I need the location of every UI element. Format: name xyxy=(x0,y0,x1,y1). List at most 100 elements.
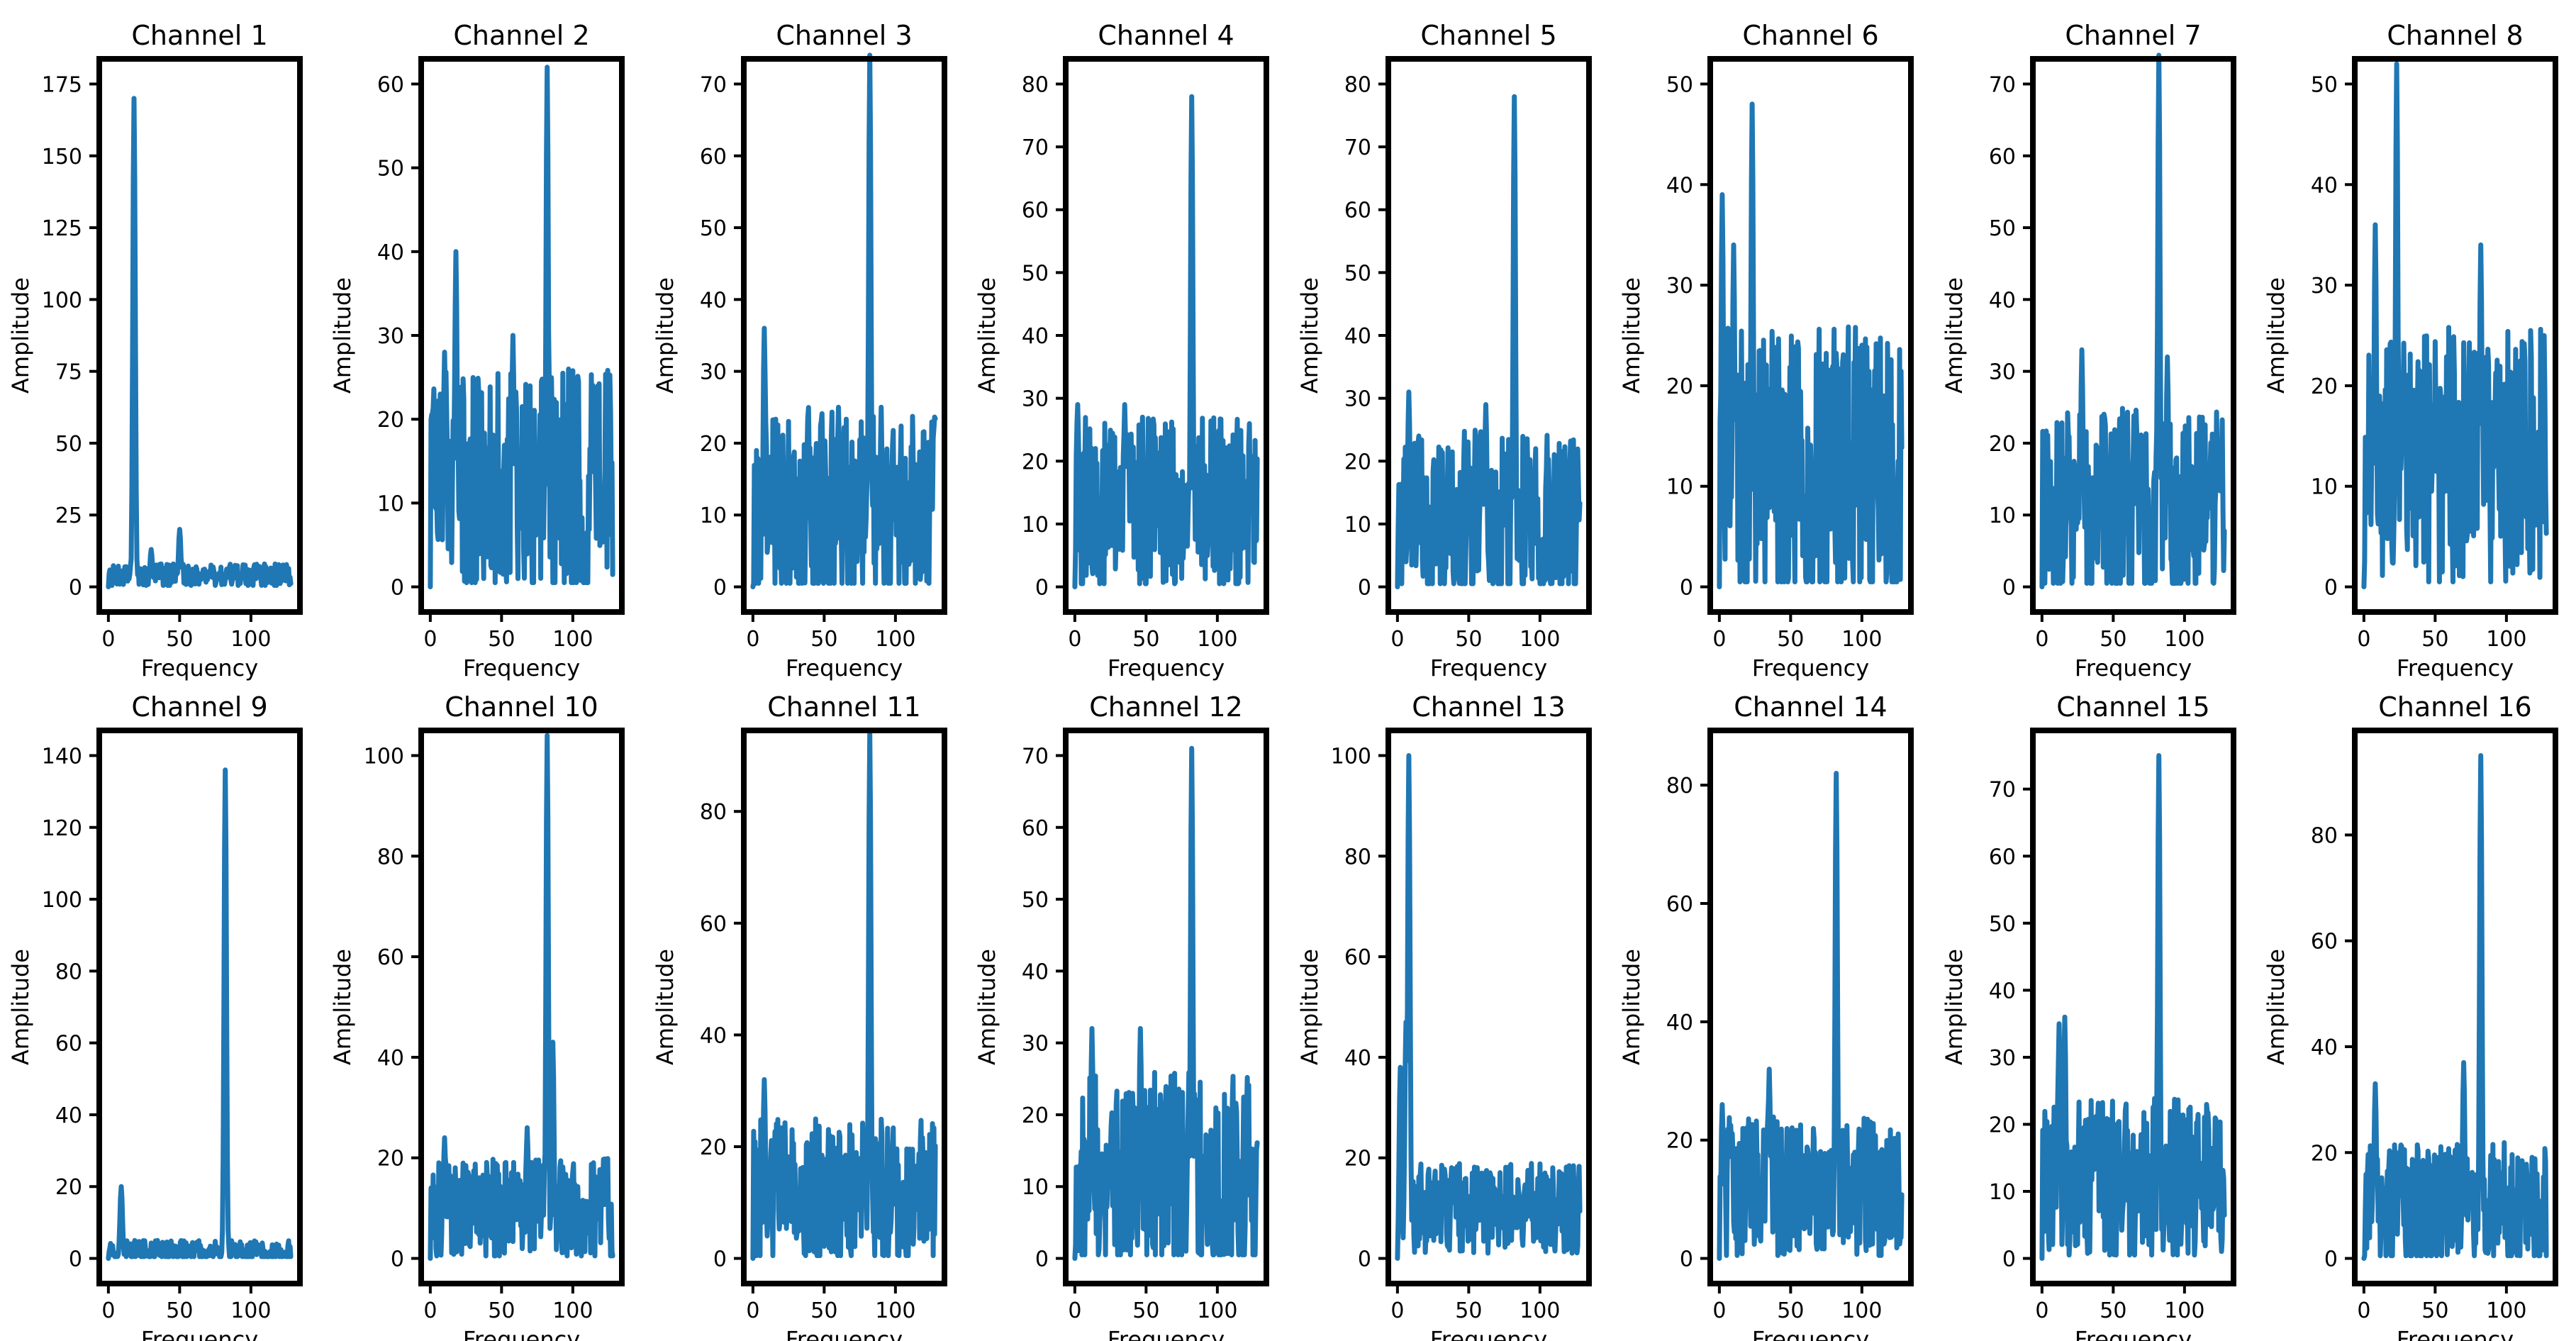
y-tick-label: 60 xyxy=(1022,199,1049,223)
series-line xyxy=(106,96,294,589)
chart-panel-14: 0 20 40 60 80 0 50 100 Channel 14 Frequency Amplit… xyxy=(1618,691,1914,1341)
chart-title: Channel 13 xyxy=(1412,691,1565,723)
y-tick-label: 75 xyxy=(55,360,82,385)
y-tick-label: 70 xyxy=(1022,744,1049,769)
chart-panel-2: 0 10 20 30 40 50 60 0 50 100 Channel 2 Frequency Amp… xyxy=(329,20,625,681)
y-axis-label: Amplitude xyxy=(1296,949,1323,1065)
x-axis-label: Frequency xyxy=(1108,655,1225,681)
x-axis-label: Frequency xyxy=(2075,655,2192,681)
x-tick-label: 0 xyxy=(101,627,115,652)
y-tick-label: 0 xyxy=(69,1247,82,1272)
y-tick-label: 80 xyxy=(1022,72,1049,97)
y-tick-label: 10 xyxy=(1344,513,1371,538)
chart-title: Channel 5 xyxy=(1420,20,1556,51)
y-tick-label: 0 xyxy=(69,576,82,601)
y-tick-label: 20 xyxy=(1989,432,2016,457)
x-tick-label: 0 xyxy=(1390,1298,1404,1323)
y-tick-label: 100 xyxy=(42,288,82,313)
y-tick-label: 60 xyxy=(1989,145,2016,169)
y-tick-label: 0 xyxy=(2324,1247,2338,1272)
chart-panel-8: 0 10 20 30 40 50 0 50 100 Channel 8 Frequency Ampli… xyxy=(2263,20,2558,681)
chart-title: Channel 12 xyxy=(1089,691,1242,723)
y-tick-label: 10 xyxy=(1022,1175,1049,1200)
y-tick-label: 70 xyxy=(1989,72,2016,97)
y-tick-label: 40 xyxy=(1344,1046,1371,1071)
y-tick-label: 70 xyxy=(1022,135,1049,160)
y-tick-label: 0 xyxy=(2002,1247,2016,1272)
series-line xyxy=(428,733,615,1261)
y-tick-label: 50 xyxy=(1666,72,1693,97)
y-tick-label: 60 xyxy=(2311,930,2338,955)
x-tick-label: 0 xyxy=(423,1298,437,1323)
y-tick-label: 60 xyxy=(55,1032,82,1057)
y-tick-label: 30 xyxy=(1666,274,1693,299)
series-line xyxy=(1395,94,1583,589)
chart-panel-15: 0 10 20 30 40 50 60 70 0 50 100 Channel 15 Frequency… xyxy=(1941,691,2236,1341)
plot-frame xyxy=(2352,728,2558,1286)
y-tick-label: 70 xyxy=(700,72,727,97)
y-tick-label: 0 xyxy=(1680,1247,1693,1272)
y-tick-label: 60 xyxy=(700,912,727,937)
x-tick-label: 100 xyxy=(1841,1298,1882,1323)
x-tick-label: 100 xyxy=(1841,627,1882,652)
x-tick-label: 50 xyxy=(1455,627,1482,652)
y-tick-label: 40 xyxy=(1022,959,1049,984)
x-tick-label: 50 xyxy=(166,627,193,652)
y-tick-label: 50 xyxy=(1989,912,2016,937)
y-tick-label: 10 xyxy=(1022,513,1049,538)
x-tick-label: 50 xyxy=(1777,627,1804,652)
y-tick-label: 20 xyxy=(1666,1129,1693,1154)
y-tick-label: 40 xyxy=(1989,979,2016,1003)
series-line xyxy=(1717,771,1905,1261)
plot-frame xyxy=(2030,728,2236,1286)
series-line xyxy=(1072,745,1260,1261)
y-tick-label: 60 xyxy=(1666,892,1693,917)
x-axis-label: Frequency xyxy=(1752,655,1869,681)
chart-panel-16: 0 20 40 60 80 0 50 100 Channel 16 Frequency Amplit… xyxy=(2263,691,2558,1341)
y-tick-label: 40 xyxy=(2311,1035,2338,1060)
x-tick-label: 50 xyxy=(810,1298,837,1323)
y-tick-label: 50 xyxy=(2311,72,2338,97)
y-tick-label: 20 xyxy=(1989,1113,2016,1137)
y-tick-label: 20 xyxy=(1022,450,1049,474)
chart-panel-3: 0 10 20 30 40 50 60 70 0 50 100 Channel 3 Frequency A… xyxy=(652,20,947,681)
plot-frame xyxy=(1707,56,1914,615)
x-tick-label: 50 xyxy=(1132,627,1159,652)
y-tick-label: 20 xyxy=(1022,1103,1049,1128)
x-axis-label: Frequency xyxy=(141,1326,258,1341)
x-tick-label: 100 xyxy=(2486,1298,2526,1323)
y-tick-label: 80 xyxy=(700,800,727,825)
y-axis-label: Amplitude xyxy=(1618,949,1645,1065)
y-tick-label: 10 xyxy=(700,503,727,528)
chart-panel-10: 0 20 40 60 80 100 0 50 100 Channel 10 Frequency Amp… xyxy=(329,691,625,1341)
y-tick-label: 0 xyxy=(713,1247,727,1272)
chart-panel-4: 0 10 20 30 40 50 60 70 80 0 50 100 Channel 4 Frequenc… xyxy=(974,20,1269,681)
y-axis-label: Amplitude xyxy=(329,277,356,394)
chart-title: Channel 6 xyxy=(1742,20,1878,51)
x-axis-label: Frequency xyxy=(2397,655,2514,681)
chart-panel-1: 0 25 50 75 100 125 150 175 0 50 100 Channel 1 Freque… xyxy=(7,20,303,681)
x-tick-label: 50 xyxy=(488,1298,515,1323)
x-tick-label: 50 xyxy=(488,627,515,652)
x-tick-label: 0 xyxy=(2357,627,2370,652)
y-tick-label: 20 xyxy=(2311,1141,2338,1166)
y-tick-label: 40 xyxy=(700,288,727,313)
x-tick-label: 50 xyxy=(166,1298,193,1323)
y-tick-label: 10 xyxy=(1989,1180,2016,1205)
y-tick-label: 20 xyxy=(2311,374,2338,399)
x-tick-label: 100 xyxy=(2164,1298,2204,1323)
chart-panel-12: 0 10 20 30 40 50 60 70 0 50 100 Channel 12 Frequency… xyxy=(974,691,1269,1341)
y-axis-label: Amplitude xyxy=(2263,949,2290,1065)
y-axis-label: Amplitude xyxy=(1296,277,1323,394)
y-tick-label: 50 xyxy=(55,432,82,457)
y-axis-label: Amplitude xyxy=(652,277,679,394)
y-tick-label: 60 xyxy=(377,945,404,970)
chart-title: Channel 11 xyxy=(767,691,920,723)
chart-title: Channel 2 xyxy=(453,20,589,51)
y-axis-label: Amplitude xyxy=(1941,277,1968,394)
x-tick-label: 0 xyxy=(1712,627,1726,652)
series-line xyxy=(1717,101,1905,589)
x-axis-label: Frequency xyxy=(2397,1326,2514,1341)
y-axis-label: Amplitude xyxy=(1941,949,1968,1065)
y-tick-label: 30 xyxy=(1022,1032,1049,1057)
